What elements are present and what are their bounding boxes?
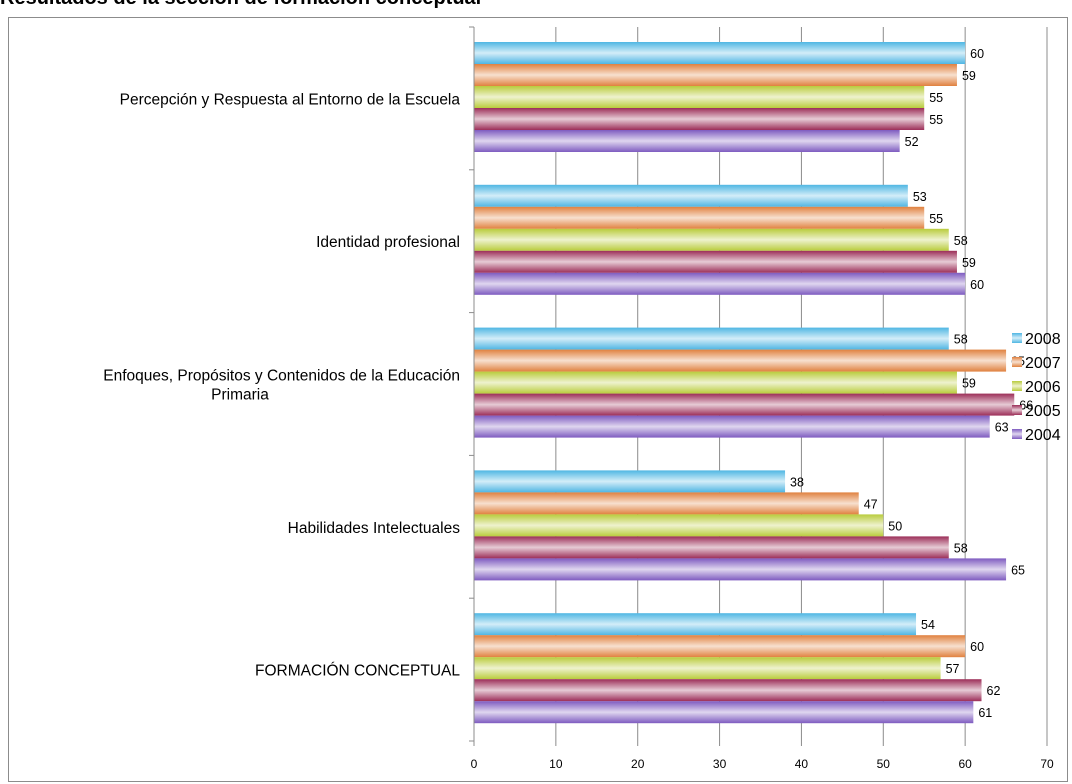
legend-label: 2007: [1025, 355, 1061, 372]
x-tick-label: 50: [877, 757, 891, 771]
bar-2007: [474, 635, 966, 658]
bar-2008: [474, 470, 786, 493]
data-label: 59: [962, 377, 976, 391]
data-label: 59: [962, 256, 976, 270]
legend: 2008 2007 2006 2005 2004: [1012, 331, 1061, 444]
bar-2007: [474, 492, 859, 515]
bars: [474, 42, 1015, 724]
category-label: Primaria: [211, 387, 269, 404]
bar-2008: [474, 42, 966, 64]
legend-label: 2008: [1025, 331, 1061, 348]
bar-2005: [474, 393, 1015, 416]
data-label: 57: [946, 662, 960, 676]
data-label: 61: [978, 706, 992, 720]
bar-2007: [474, 206, 925, 229]
category-label: Percepción y Respuesta al Entorno de la …: [120, 91, 461, 108]
x-tick-label: 30: [713, 757, 727, 771]
data-label: 47: [864, 497, 878, 511]
data-label: 55: [929, 113, 943, 127]
x-tick-label: 70: [1040, 757, 1054, 771]
bar-2007: [474, 349, 1007, 372]
bar-2007: [474, 64, 957, 86]
data-label: 50: [888, 519, 902, 533]
legend-swatch: [1012, 429, 1022, 439]
x-tick-label: 40: [795, 757, 809, 771]
legend-swatch: [1012, 357, 1022, 367]
data-label: 38: [790, 475, 804, 489]
legend-label: 2005: [1025, 403, 1061, 420]
data-label: 58: [954, 541, 968, 555]
x-tick-label: 10: [549, 757, 563, 771]
bar-2006: [474, 371, 957, 394]
bar-2004: [474, 558, 1007, 581]
data-label: 53: [913, 190, 927, 204]
x-tick-label: 20: [631, 757, 645, 771]
category-label: Enfoques, Propósitos y Contenidos de la …: [103, 368, 460, 385]
legend-swatch: [1012, 381, 1022, 391]
chart-title: Resultados de la sección de formación co…: [0, 0, 481, 10]
data-label: 58: [954, 234, 968, 248]
bar-2006: [474, 228, 949, 251]
data-label: 54: [921, 618, 935, 632]
x-tick-label: 60: [958, 757, 972, 771]
data-labels: 6059555552535558596058655966633847505865…: [790, 47, 1033, 720]
bar-2006: [474, 514, 884, 537]
category-label: FORMACIÓN CONCEPTUAL: [255, 663, 460, 680]
data-label: 63: [995, 421, 1009, 435]
data-label: 52: [905, 135, 919, 149]
x-tick-label: 0: [471, 757, 478, 771]
bar-2008: [474, 327, 949, 350]
data-label: 60: [970, 640, 984, 654]
bar-2008: [474, 613, 917, 636]
bar-2005: [474, 536, 949, 559]
data-label: 59: [962, 69, 976, 83]
data-label: 66: [1019, 399, 1033, 413]
data-label: 62: [987, 684, 1001, 698]
data-label: 58: [954, 333, 968, 347]
bar-2006: [474, 657, 941, 680]
bar-2004: [474, 415, 990, 438]
category-label: Identidad profesional: [316, 234, 460, 251]
bar-2005: [474, 679, 982, 702]
bar-2008: [474, 184, 908, 207]
legend-label: 2004: [1025, 427, 1061, 444]
data-label: 55: [929, 91, 943, 105]
bar-2005: [474, 250, 957, 273]
axes: 0 10 20 30 40 50 60 70 Percepción y Respuesta al…: [103, 26, 1054, 771]
data-label: 65: [1011, 563, 1025, 577]
legend-label: 2006: [1025, 379, 1061, 396]
bar-2004: [474, 272, 966, 295]
chart-area: [8, 17, 1068, 782]
category-label: Habilidades Intelectuales: [288, 520, 461, 537]
bar-2006: [474, 86, 925, 108]
data-label: 55: [929, 212, 943, 226]
data-label: 60: [970, 47, 984, 61]
legend-swatch: [1012, 333, 1022, 343]
bar-2005: [474, 108, 925, 130]
bar-2004: [474, 130, 900, 152]
data-label: 60: [970, 278, 984, 292]
bar-2004: [474, 701, 974, 724]
legend-swatch: [1012, 405, 1022, 415]
